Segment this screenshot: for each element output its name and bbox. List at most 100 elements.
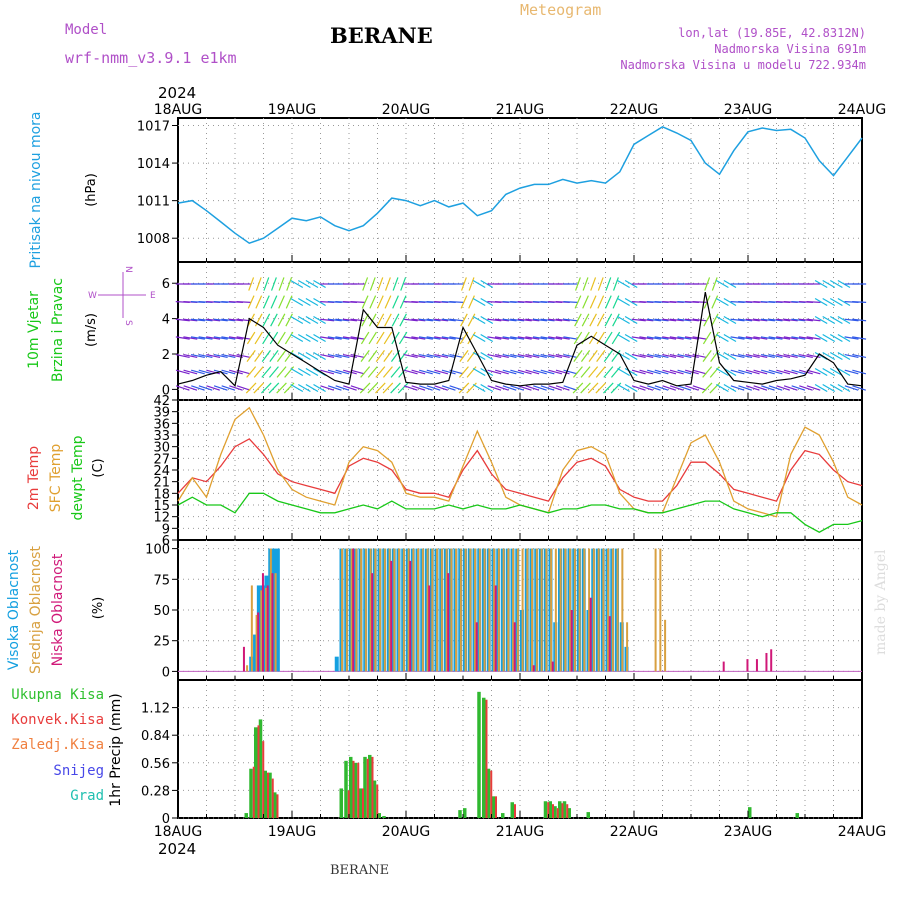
cloud-low-bar: [266, 585, 269, 672]
wind-arrow: [335, 369, 350, 375]
wind-arrow: [360, 349, 370, 363]
wind-arrow: [313, 315, 326, 325]
wind-arrow: [262, 295, 270, 309]
wind-arrow: [669, 369, 684, 375]
wind-arrow: [517, 336, 532, 340]
cloud-mid-bar: [626, 622, 629, 672]
temp-unit: (C): [91, 458, 106, 477]
wind-arrow: [426, 318, 441, 322]
wind-arrow: [595, 366, 606, 378]
wind-arrow: [711, 277, 718, 291]
pressure-ylabel: Pritisak na nivou mora: [28, 111, 44, 268]
wind-arrow: [255, 295, 263, 309]
wind-arrow: [738, 318, 753, 322]
wind-arrow: [198, 336, 213, 340]
wind-arrow: [822, 351, 836, 361]
wind-arrow: [418, 318, 433, 322]
wind-arrow: [466, 366, 477, 378]
precip-total-bar: [501, 813, 505, 818]
time-axis: 18AUG 18AUG 19AUG 19AUG 20AUG 20AUG 21AUG 21AUG…: [154, 102, 887, 840]
wind-arrow: [376, 331, 385, 345]
precip-total-bar: [463, 808, 467, 818]
wind-arrow: [710, 313, 719, 327]
wind-arrow: [589, 295, 597, 309]
precip-legend: Ukupna Kisa Konvek.Kisa Zaledj.Kisa Snijeg G…: [11, 687, 104, 804]
model-elevation-label: Nadmorska Visina u modelu 722.934m: [620, 58, 866, 72]
wind-arrow: [798, 353, 813, 359]
wind-arrow: [487, 353, 502, 359]
precip-conv-bar: [276, 794, 279, 818]
x-tick-label-top: 23AUG: [724, 102, 773, 118]
wind-arrow: [761, 385, 775, 391]
wind-arrow: [391, 313, 400, 327]
wind-arrow: [525, 353, 540, 359]
wind-arrow: [548, 385, 562, 391]
pressure-panel: 1008 1011 1014 1017: [137, 117, 863, 263]
cloud-mid-bar: [426, 548, 429, 672]
wind-arrow: [822, 383, 836, 393]
precip-total-bar: [795, 813, 799, 818]
wind-arrow: [368, 331, 377, 345]
temperature-ytick-label: 18: [153, 487, 170, 502]
wind-arrow: [548, 369, 563, 375]
panels: 1008 1011 1014 1017 Pritisak na nivou mora (h…: [6, 111, 867, 827]
wind-arrow: [472, 367, 486, 377]
precipitation-panel: 0 0.28 0.56 0.84 1.12: [141, 679, 863, 827]
wind-arrow: [783, 353, 798, 359]
cloud-high-bar: [272, 548, 277, 672]
wind-arrow: [494, 336, 509, 340]
wind-arrow: [582, 277, 589, 291]
wind-arrow: [502, 318, 517, 322]
wind-arrow: [434, 385, 448, 391]
cloud-mid-bar: [597, 548, 600, 672]
temperature-ytick-label: 12: [153, 511, 170, 526]
wind-arrow: [305, 367, 319, 377]
wind-arrow: [327, 369, 342, 375]
precip-total-bar: [377, 813, 381, 818]
wind-arrow: [468, 295, 475, 309]
wind-arrow: [313, 297, 326, 307]
precip-ylabel: 1hr Precip (mm): [108, 693, 124, 806]
wind-arrow: [745, 353, 760, 359]
year-top: 2024: [158, 84, 196, 102]
wind-arrow: [799, 385, 813, 391]
wind-arrow: [305, 383, 319, 393]
wind-arrow: [236, 336, 251, 340]
wind-arrow: [426, 353, 441, 359]
wind-arrow: [715, 315, 729, 325]
wind-arrow: [397, 382, 409, 394]
wind-arrow: [221, 353, 236, 359]
wind-arrow: [597, 277, 604, 291]
wind-arrow: [403, 353, 418, 359]
wind-arrow: [468, 277, 475, 291]
wind-arrow: [360, 331, 370, 345]
wind-arrow: [555, 336, 570, 340]
cloud-mid-bar: [459, 548, 462, 672]
cloud-mid-bar: [550, 548, 553, 672]
wind-arrow: [449, 385, 464, 391]
temperature-ytick-label: 27: [153, 452, 170, 467]
x-tick-label-bottom: 18AUG: [154, 824, 203, 840]
cloud-mid-bar: [478, 548, 481, 672]
wind-arrow: [362, 277, 369, 291]
wind-arrow: [297, 351, 311, 361]
clouds-ytick-label: 50: [153, 604, 170, 619]
cloud-mid-bar: [611, 548, 614, 672]
wind-arrow: [596, 331, 605, 345]
cloud-mid-bar: [531, 548, 534, 672]
cloud-mid-bar: [445, 548, 448, 672]
wind-arrow: [510, 385, 524, 391]
wind-arrow: [596, 313, 605, 327]
elevation-label: Nadmorska Visina 691m: [714, 42, 866, 56]
wind-arrow: [669, 318, 684, 322]
cloud-mid-bar: [474, 548, 477, 672]
wind-arrow: [335, 385, 350, 391]
wind-arrow: [612, 295, 620, 309]
wind-arrow: [829, 367, 843, 377]
cloud-unit: (%): [91, 597, 106, 620]
x-tick-label-bottom: 21AUG: [496, 824, 545, 840]
wind-arrow: [369, 295, 377, 309]
wind-arrow: [844, 353, 859, 359]
precip-total-bar: [249, 768, 253, 818]
wind-arrow: [580, 382, 591, 394]
